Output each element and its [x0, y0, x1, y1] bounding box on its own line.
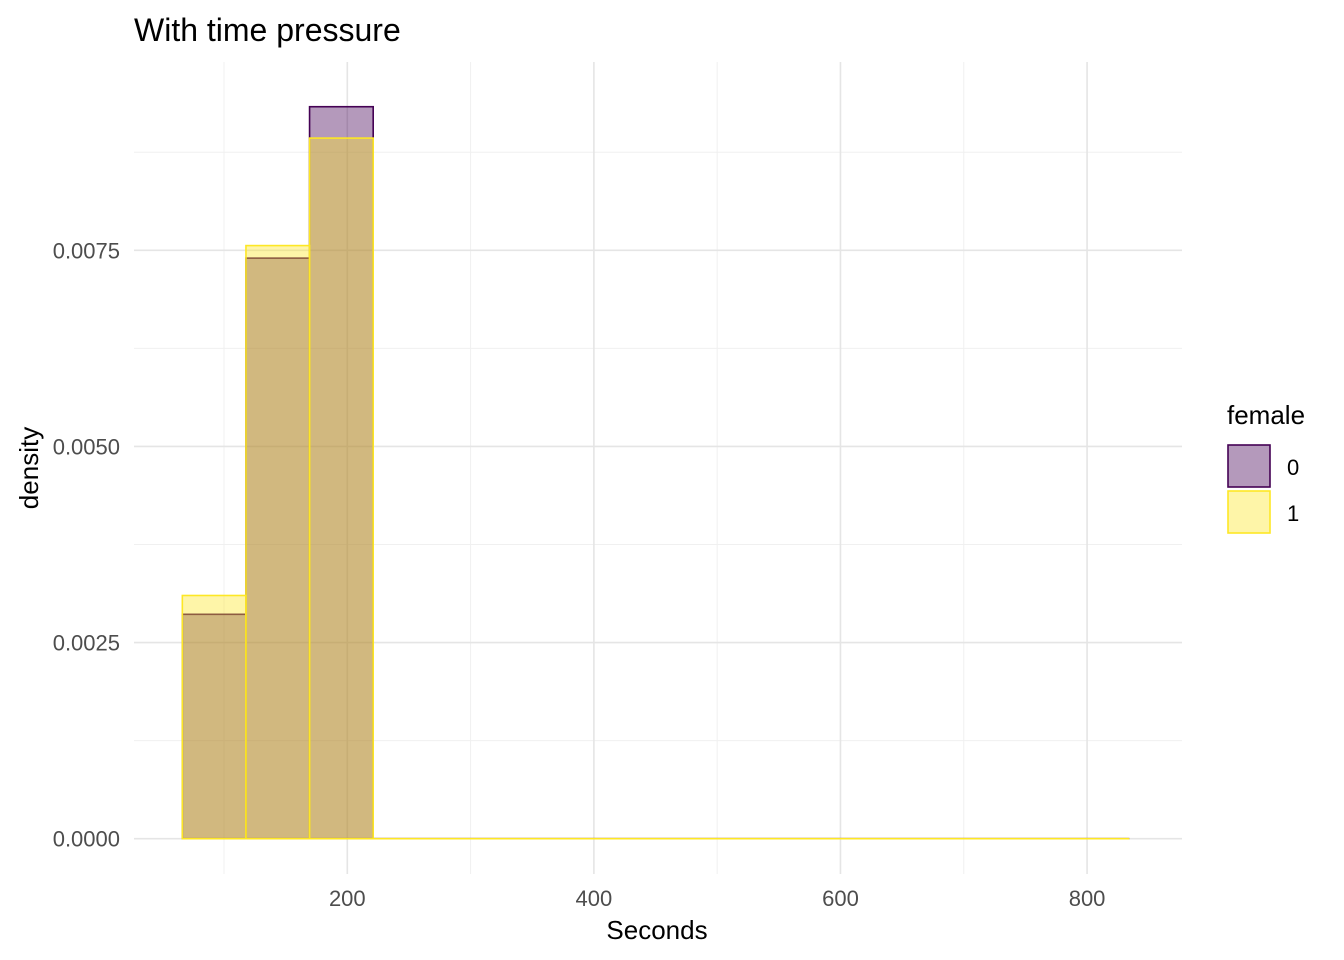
y-axis-ticks: 0.0000 0.0025 0.0050 0.0075 — [53, 238, 120, 851]
legend-key-1 — [1227, 490, 1271, 534]
minor-gridlines — [134, 62, 1182, 874]
series-0 — [181, 105, 1130, 840]
x-axis-title: Seconds — [606, 915, 707, 945]
legend-title: female — [1227, 400, 1305, 430]
legend: female 01 — [1227, 400, 1305, 534]
x-tick-label: 600 — [822, 886, 859, 911]
y-tick-label: 0.0075 — [53, 238, 120, 263]
y-axis-title: density — [14, 427, 44, 509]
histogram-bar — [308, 137, 374, 840]
y-tick-label: 0.0000 — [53, 827, 120, 852]
x-axis-ticks: 200 400 600 800 — [329, 886, 1105, 911]
chart-title: With time pressure — [134, 12, 401, 48]
histogram-bars — [181, 105, 1130, 840]
x-tick-label: 400 — [576, 886, 613, 911]
x-tick-label: 800 — [1069, 886, 1106, 911]
legend-label-1: 1 — [1287, 501, 1299, 526]
y-tick-label: 0.0025 — [53, 631, 120, 656]
legend-key-0 — [1227, 444, 1271, 488]
series-1 — [181, 137, 1130, 840]
histogram-bar — [245, 244, 311, 840]
y-tick-label: 0.0050 — [53, 434, 120, 459]
legend-label-0: 0 — [1287, 455, 1299, 480]
histogram-bar — [181, 594, 247, 840]
legend-items: 01 — [1227, 444, 1299, 534]
x-tick-label: 200 — [329, 886, 366, 911]
